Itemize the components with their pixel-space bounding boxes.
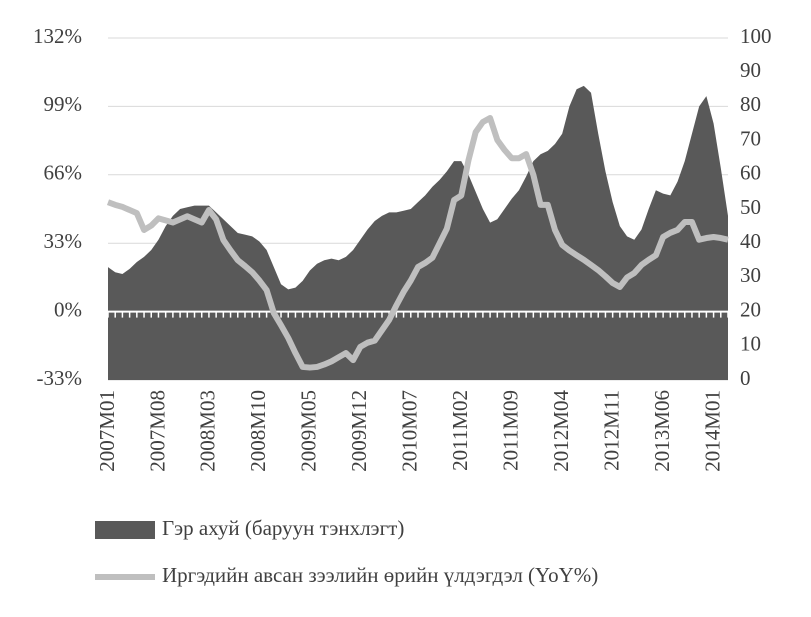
y2-tick-label: 70 [740,126,761,150]
x-tick-label: 2009M05 [297,390,321,472]
y2-tick-label: 90 [740,58,761,82]
y2-tick-label: 60 [740,161,761,185]
y-tick-label: 99% [44,92,83,116]
y2-tick-label: 50 [740,195,761,219]
x-tick-label: 2013M06 [650,390,674,472]
legend-swatch [95,521,155,539]
y-tick-label: 132% [33,24,82,48]
x-tick-label: 2008M03 [196,390,220,472]
y2-tick-label: 30 [740,263,761,287]
y2-tick-label: 100 [740,24,772,48]
y-tick-label: 33% [44,229,83,253]
y2-tick-label: 80 [740,92,761,116]
area [108,85,728,380]
x-tick-label: 2011M09 [499,390,523,471]
x-tick-label: 2009M12 [347,390,371,472]
x-tick-label: 2007M01 [95,390,119,472]
y2-tick-label: 40 [740,229,761,253]
x-tick-label: 2011M02 [448,390,472,471]
y2-tick-label: 10 [740,332,761,356]
x-tick-label: 2008M10 [246,390,270,472]
y-tick-label: -33% [37,366,83,390]
x-tick-label: 2010M07 [398,390,422,472]
legend-label: Гэр ахуй (баруун тэнхлэгт) [162,516,404,540]
y-tick-label: 0% [54,297,82,321]
line [106,115,729,371]
y2-tick-label: 0 [740,366,751,390]
x-tick-label: 2007M08 [145,390,169,472]
legend-label: Иргэдийн авсан зээлийн өрийн үлдэгдэл (Y… [162,563,598,587]
x-tick-label: 2012M04 [549,390,573,472]
x-tick-label: 2012M11 [599,390,623,471]
x-tick-label: 2014M01 [700,390,724,472]
y2-tick-label: 20 [740,297,761,321]
y-tick-label: 66% [44,161,83,185]
